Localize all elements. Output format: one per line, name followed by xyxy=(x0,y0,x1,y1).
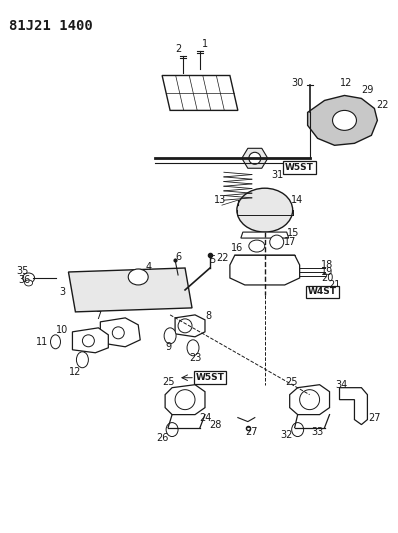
Text: 11: 11 xyxy=(37,337,49,347)
Ellipse shape xyxy=(164,328,176,344)
Text: 16: 16 xyxy=(231,243,243,253)
Text: W5ST: W5ST xyxy=(285,163,314,172)
Text: 14: 14 xyxy=(291,195,303,205)
Ellipse shape xyxy=(249,152,261,164)
Text: 9: 9 xyxy=(165,342,171,352)
Text: 20: 20 xyxy=(321,273,334,283)
Text: 18: 18 xyxy=(322,260,334,270)
Text: 8: 8 xyxy=(205,311,211,321)
Text: 25: 25 xyxy=(285,377,298,387)
Text: 27: 27 xyxy=(246,426,258,437)
Polygon shape xyxy=(290,385,330,415)
Text: 6: 6 xyxy=(175,252,181,262)
Polygon shape xyxy=(68,268,192,312)
Polygon shape xyxy=(162,76,238,110)
Ellipse shape xyxy=(76,352,88,368)
Text: 4: 4 xyxy=(145,262,151,272)
Ellipse shape xyxy=(112,327,124,339)
Text: 32: 32 xyxy=(281,430,293,440)
Text: 3: 3 xyxy=(59,287,66,297)
Ellipse shape xyxy=(333,110,357,131)
Text: 24: 24 xyxy=(199,413,211,423)
Text: 29: 29 xyxy=(361,85,374,95)
Text: 31: 31 xyxy=(271,170,284,180)
Polygon shape xyxy=(175,315,205,337)
Ellipse shape xyxy=(237,188,293,232)
Text: 5: 5 xyxy=(209,255,215,265)
Text: 12: 12 xyxy=(340,78,353,88)
Text: 34: 34 xyxy=(336,379,347,390)
Text: W4ST: W4ST xyxy=(308,287,337,296)
Text: 33: 33 xyxy=(312,426,324,437)
Ellipse shape xyxy=(23,273,35,283)
Text: 10: 10 xyxy=(57,325,68,335)
Polygon shape xyxy=(165,385,205,415)
Ellipse shape xyxy=(292,423,304,437)
Text: 23: 23 xyxy=(189,353,201,363)
Text: 17: 17 xyxy=(283,237,296,247)
Ellipse shape xyxy=(166,423,178,437)
Ellipse shape xyxy=(175,390,195,410)
Ellipse shape xyxy=(300,390,320,410)
Text: 22: 22 xyxy=(376,100,388,110)
Polygon shape xyxy=(241,232,289,238)
Polygon shape xyxy=(72,328,108,353)
Ellipse shape xyxy=(128,269,148,285)
Polygon shape xyxy=(308,95,377,146)
Text: 36: 36 xyxy=(18,275,31,285)
Text: 26: 26 xyxy=(156,433,168,442)
Text: 25: 25 xyxy=(162,377,174,387)
Polygon shape xyxy=(230,255,300,285)
Text: 35: 35 xyxy=(16,266,29,276)
Text: 2: 2 xyxy=(175,44,181,54)
Text: 19: 19 xyxy=(322,267,334,277)
Ellipse shape xyxy=(82,335,94,347)
Text: 81J21 1400: 81J21 1400 xyxy=(9,19,92,33)
Text: 13: 13 xyxy=(214,195,226,205)
Ellipse shape xyxy=(249,240,265,252)
Text: 7: 7 xyxy=(95,311,101,321)
Ellipse shape xyxy=(270,235,284,249)
Polygon shape xyxy=(242,148,268,168)
Text: 28: 28 xyxy=(209,419,221,430)
Text: 1: 1 xyxy=(202,38,208,49)
Ellipse shape xyxy=(178,319,192,333)
Ellipse shape xyxy=(187,340,199,356)
Polygon shape xyxy=(100,318,140,347)
Ellipse shape xyxy=(51,335,60,349)
Text: 27: 27 xyxy=(368,413,380,423)
Text: 12: 12 xyxy=(69,367,82,377)
Text: W5ST: W5ST xyxy=(195,373,224,382)
Text: 22: 22 xyxy=(217,253,229,263)
Text: 15: 15 xyxy=(287,228,299,238)
Polygon shape xyxy=(339,387,367,425)
Ellipse shape xyxy=(25,280,33,286)
Text: 30: 30 xyxy=(291,78,304,88)
Text: 21: 21 xyxy=(328,280,341,290)
